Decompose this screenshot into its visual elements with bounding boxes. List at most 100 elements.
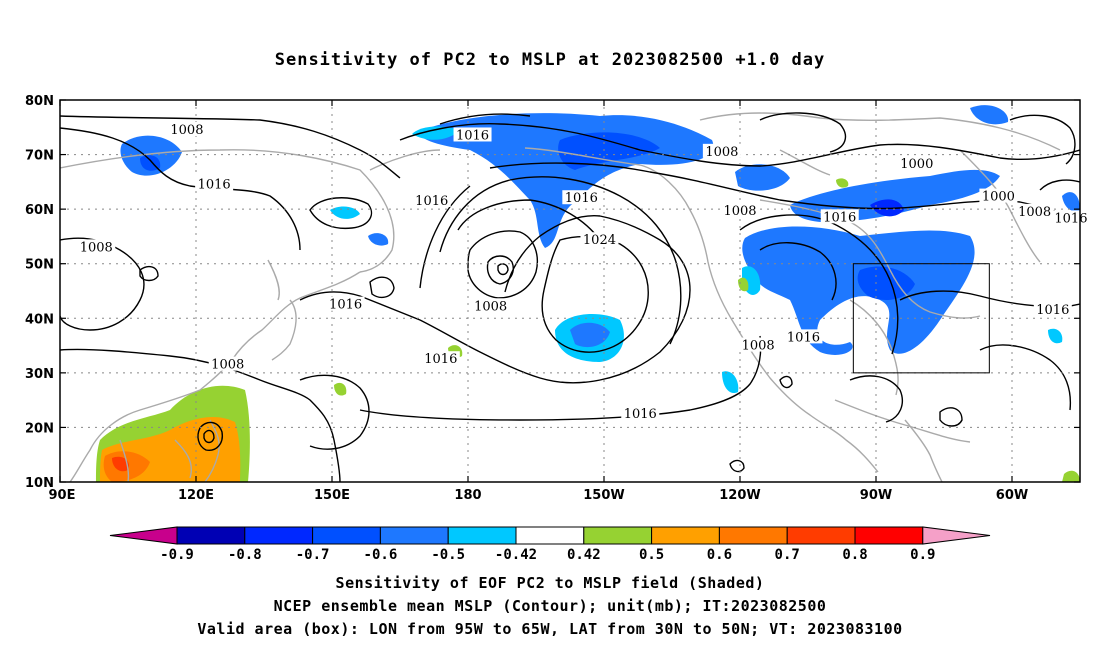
coastlines xyxy=(60,112,1061,482)
contour-label-bg xyxy=(702,143,741,158)
contour-label-bg xyxy=(621,405,660,420)
lon-tick-label: 150W xyxy=(583,488,624,503)
shade-cyan-mexico xyxy=(722,371,739,394)
lat-lon-grid xyxy=(60,100,1080,482)
caption-line-2: NCEP ensemble mean MSLP (Contour); unit(… xyxy=(273,597,827,615)
colorbar-swatch xyxy=(447,526,517,545)
contour-label-bg xyxy=(979,188,1018,203)
lat-tick-label: 40N xyxy=(25,312,54,327)
colorbar-label: -0.9 xyxy=(160,547,194,563)
colorbar-swatch xyxy=(786,526,856,545)
lon-tick-label: 90W xyxy=(860,488,892,503)
contour-label: 1016 xyxy=(424,352,457,367)
colorbar-label: -0.6 xyxy=(364,547,398,563)
contour-label-bg xyxy=(897,155,936,170)
contour-label: 1016 xyxy=(329,298,362,313)
contour-label-bg xyxy=(1033,302,1072,317)
lon-tick-label: 150E xyxy=(314,488,350,503)
colorbar-label: -0.5 xyxy=(431,547,465,563)
colorbar-swatch xyxy=(583,526,653,545)
contour-label: 1024 xyxy=(583,233,616,248)
contour-label: 1000 xyxy=(900,157,933,172)
contour-label-bg xyxy=(326,296,365,311)
lat-tick-label: 10N xyxy=(25,476,54,491)
contour-label: 1016 xyxy=(1054,211,1087,226)
shade-cyan-east xyxy=(1048,328,1063,344)
colorbar-label: 0.42 xyxy=(567,547,601,563)
contour-label-bg xyxy=(453,127,492,142)
contour-label-bg xyxy=(421,351,460,366)
contour-label-bg xyxy=(562,190,601,205)
contour-label: 1016 xyxy=(624,407,657,422)
contour-label-bg xyxy=(77,239,116,254)
colorbar-label: -0.7 xyxy=(296,547,330,563)
shade-blue-canada-north xyxy=(735,164,790,191)
contour-label-bg xyxy=(784,329,823,344)
colorbar-label: 0.5 xyxy=(639,547,664,563)
lon-tick-label: 90E xyxy=(49,488,76,503)
contour-label-bg xyxy=(580,232,619,247)
contour-label: 1008 xyxy=(80,240,113,255)
contour-label-bg xyxy=(721,202,759,217)
lon-tick-label: 60W xyxy=(996,488,1028,503)
contour-label: 1008 xyxy=(170,123,203,138)
shade-blue-northeast xyxy=(742,226,975,355)
contour-label: 1000 xyxy=(982,190,1015,205)
contour-label: 1016 xyxy=(787,330,820,345)
map-frame xyxy=(59,99,1081,483)
colorbar-swatch xyxy=(718,526,788,545)
colorbar-label: 0.9 xyxy=(910,547,935,563)
shade-blue-west-arc xyxy=(368,233,389,246)
contour-label: 1016 xyxy=(198,178,231,193)
contour-label: 1016 xyxy=(823,210,856,225)
colorbar-low-extend xyxy=(109,526,178,545)
lat-tick-label: 80N xyxy=(25,94,54,109)
contour-label-bg xyxy=(820,209,859,224)
colorbar-label: 0.8 xyxy=(842,547,867,563)
colorbar-label: -0.8 xyxy=(228,547,262,563)
colorbar-swatch xyxy=(379,526,449,545)
colorbar-label: 0.7 xyxy=(775,547,800,563)
contour-label: 1008 xyxy=(474,299,507,314)
longitude-axis: 90E 120E 150E 180 150W 120W 90W 60W xyxy=(49,100,1028,503)
shade-blue-greenland xyxy=(970,105,1009,125)
colorbar-swatch xyxy=(854,526,924,545)
contour-label: 1016 xyxy=(565,191,598,206)
colorbar-swatch xyxy=(312,526,381,545)
lat-tick-label: 50N xyxy=(25,258,54,273)
shade-green-bc xyxy=(738,277,749,292)
contour-label: 1016 xyxy=(1036,303,1069,318)
contour-label: 1008 xyxy=(723,204,756,219)
contour-label-bg xyxy=(167,122,206,137)
contour-label: 1016 xyxy=(415,194,448,209)
contour-label: 1008 xyxy=(1018,205,1051,220)
caption-line-3: Valid area (box): LON from 95W to 65W, L… xyxy=(197,620,903,638)
lon-tick-label: 120W xyxy=(719,488,760,503)
shade-green-east xyxy=(1062,470,1080,482)
contour-label-bg xyxy=(208,356,247,371)
lat-tick-label: 20N xyxy=(25,421,54,436)
colorbar: -0.9 -0.8 -0.7 -0.6 -0.5 -0.42 0.42 0.5 0.6 0.7 0.… xyxy=(109,526,991,563)
contour-label-bg xyxy=(739,337,778,352)
mslp-contours xyxy=(60,112,1080,482)
contour-label-bg xyxy=(471,298,510,313)
lat-tick-label: 60N xyxy=(25,203,54,218)
contour-label: 1008 xyxy=(705,145,738,160)
valid-area-box xyxy=(852,263,990,374)
shade-cyan-arctic xyxy=(412,126,460,140)
contour-label-bg xyxy=(412,192,451,207)
lon-tick-label: 120E xyxy=(178,488,214,503)
shade-red-scs xyxy=(112,456,129,472)
colorbar-label: -0.42 xyxy=(495,547,537,563)
chart-title: Sensitivity of PC2 to MSLP at 2023082500… xyxy=(274,50,826,70)
lat-tick-label: 30N xyxy=(25,367,54,382)
shade-green-labrador xyxy=(836,178,849,188)
colorbar-swatch xyxy=(515,526,585,545)
contour-label-bg xyxy=(1015,203,1054,218)
contour-label: 1008 xyxy=(742,339,775,354)
shade-green-hawaii xyxy=(334,382,347,396)
colorbar-high-extend xyxy=(922,526,991,545)
lat-tick-label: 70N xyxy=(25,149,54,164)
colorbar-label: 0.6 xyxy=(707,547,732,563)
